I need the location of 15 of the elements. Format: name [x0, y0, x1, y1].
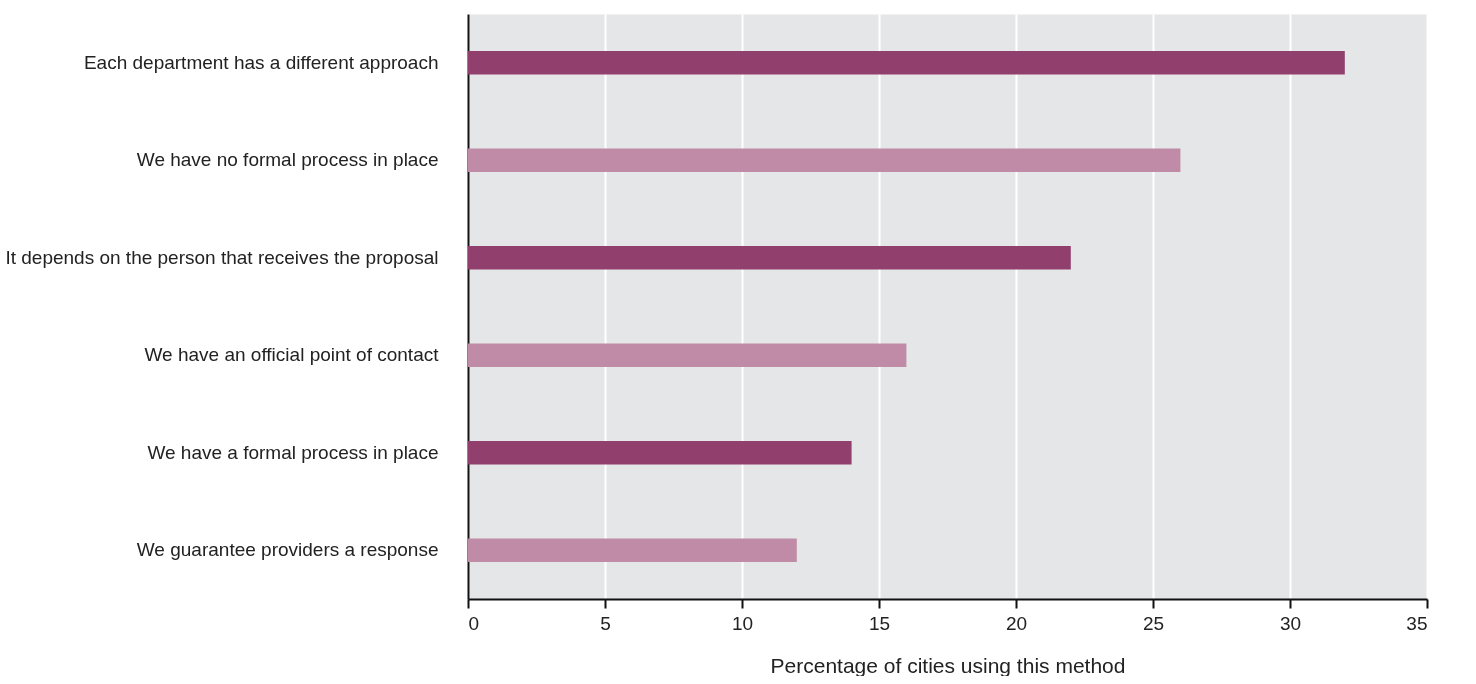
y-tick-label: We guarantee providers a response [136, 539, 439, 561]
y-tick-label: We have no formal process in place [136, 149, 439, 171]
x-tick-label: 30 [1279, 612, 1302, 634]
x-tick-label: 35 [1406, 612, 1428, 634]
y-tick-label: We have an official point of contact [144, 344, 440, 366]
x-axis-title: Percentage of cities using this method [770, 653, 1126, 677]
y-tick-label: It depends on the person that receives the proposal [5, 246, 439, 268]
x-tick-label: 0 [468, 612, 480, 634]
x-tick-label: 25 [1142, 612, 1165, 634]
y-tick-label: Each department has a different approach [83, 51, 439, 73]
y-tick-label: We have a formal process in place [147, 441, 439, 463]
x-tick-label: 10 [731, 612, 754, 634]
x-tick-label: 15 [868, 612, 891, 634]
x-tick-label: 5 [600, 612, 611, 634]
x-tick-label: 20 [1005, 612, 1028, 634]
